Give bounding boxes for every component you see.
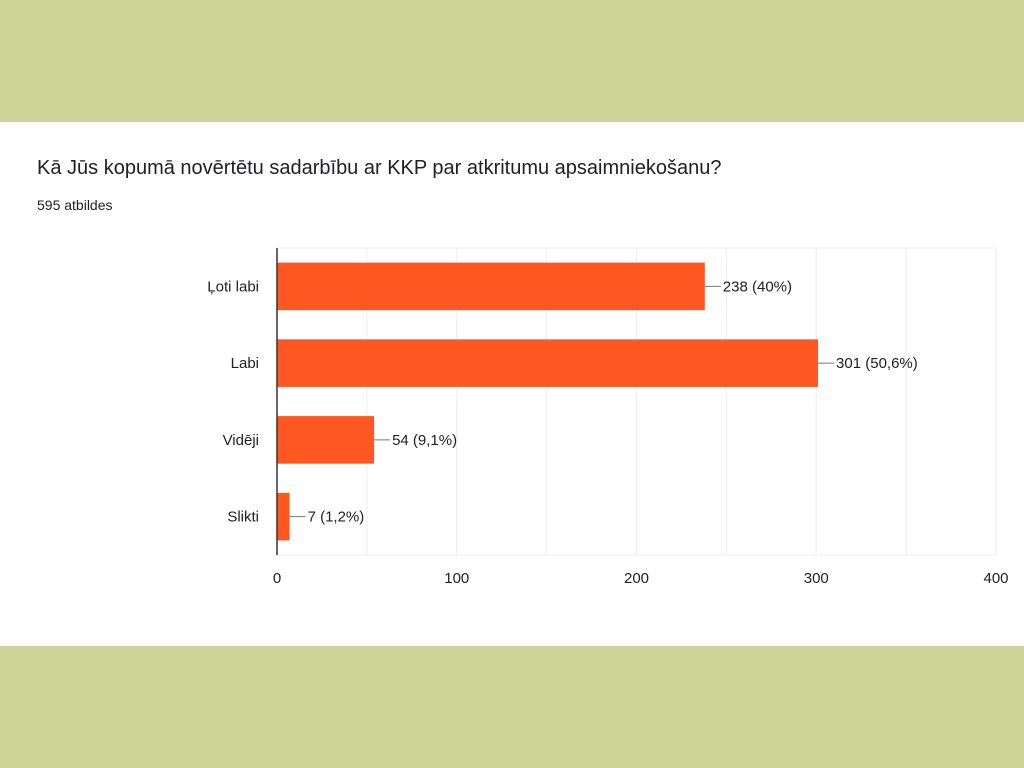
bar-2 [277,339,819,387]
x-tick-label: 100 [444,570,469,587]
bar-3 [277,416,375,464]
data-label: 7 (1,2%) [308,509,365,526]
x-tick-label: 400 [983,570,1008,587]
data-label: 301 (50,6%) [836,355,918,372]
data-label: 238 (40%) [723,278,792,295]
bottom-band [0,646,1024,768]
top-band [0,0,1024,122]
category-label: Vidēji [223,432,259,449]
response-count: 595 atbildes [37,197,113,213]
x-tick-label: 300 [804,570,829,587]
x-tick-label: 200 [624,570,649,587]
bar-1 [277,262,705,311]
category-label: Slikti [227,509,259,526]
category-label: Labi [231,355,259,372]
data-label: 54 (9,1%) [392,432,457,449]
question-title: Kā Jūs kopumā novērtētu sadarbību ar KKP… [37,157,722,179]
bar-4 [277,492,290,541]
x-tick-label: 0 [273,570,281,587]
category-label: Ļoti labi [207,278,259,295]
